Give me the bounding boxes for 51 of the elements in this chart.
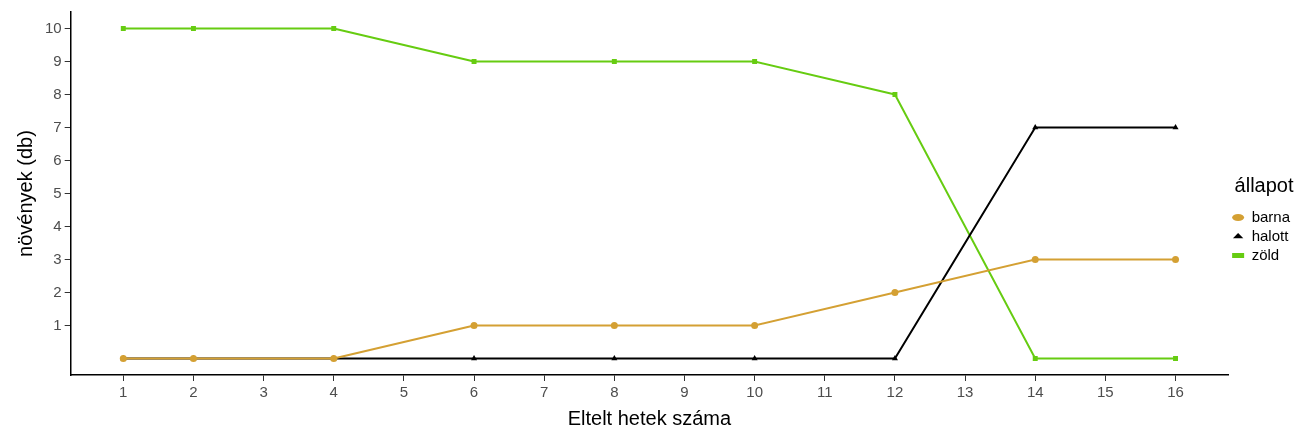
x-tick-label: 9 [680, 383, 689, 401]
y-tick-label: 2 [53, 282, 62, 300]
x-tick-label: 16 [1167, 383, 1184, 401]
point [1172, 256, 1180, 263]
point [610, 322, 618, 329]
y-tick-label: 7 [53, 117, 62, 135]
x-tick-label: 6 [469, 383, 479, 401]
point [190, 26, 196, 31]
x-tick-label: 2 [189, 383, 198, 401]
y-tick-label: 1 [53, 315, 62, 333]
y-tick-label: 4 [53, 216, 62, 234]
point [1031, 256, 1039, 263]
point [471, 59, 477, 64]
point [1032, 356, 1038, 361]
point [891, 355, 898, 361]
point [892, 92, 898, 97]
x-tick-label: 12 [886, 383, 904, 401]
point [891, 289, 899, 296]
point [120, 26, 126, 31]
x-tick-label: 1 [119, 383, 128, 401]
y-tick-label: 10 [45, 18, 62, 36]
x-tick-label: 4 [329, 383, 338, 401]
legend-title: állapot [1234, 173, 1294, 196]
y-axis-title: növények (db) [13, 130, 36, 257]
point [611, 355, 618, 361]
y-tick-label: 8 [53, 84, 62, 102]
y-tick-label: 3 [53, 249, 62, 267]
legend-label: zöld [1251, 245, 1280, 263]
x-tick-label: 13 [956, 383, 974, 401]
y-tick-label: 9 [53, 51, 62, 69]
point [331, 26, 337, 31]
x-tick-label: 11 [816, 383, 833, 401]
legend-label: halott [1251, 226, 1290, 244]
x-tick-label: 10 [746, 383, 763, 401]
x-tick-label: 3 [259, 383, 268, 401]
point [1173, 356, 1178, 361]
point [1172, 124, 1179, 130]
x-tick-label: 5 [399, 383, 409, 401]
y-tick-label: 5 [53, 183, 62, 201]
legend-label: barna [1251, 207, 1291, 225]
x-tick-label: 8 [610, 383, 619, 401]
x-tick-label: 7 [540, 383, 549, 401]
point [1032, 124, 1039, 130]
point [611, 59, 617, 64]
x-tick-label: 15 [1097, 383, 1114, 401]
point [752, 59, 758, 64]
x-axis-title: Eltelt hetek száma [567, 406, 732, 429]
point [751, 322, 759, 329]
point [470, 322, 478, 329]
y-tick-label: 6 [53, 150, 62, 168]
x-tick-label: 14 [1026, 383, 1044, 401]
